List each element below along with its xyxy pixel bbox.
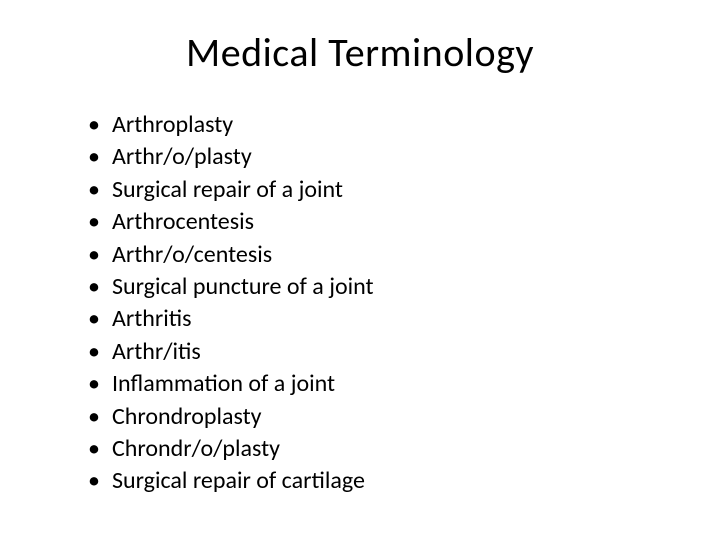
- slide-container: Medical Terminology Arthroplasty Arthr/o…: [0, 0, 720, 540]
- list-item: Arthritis: [88, 303, 660, 335]
- list-item: Surgical puncture of a joint: [88, 271, 660, 303]
- list-item: Inflammation of a joint: [88, 368, 660, 400]
- list-item: Arthroplasty: [88, 109, 660, 141]
- bullet-list: Arthroplasty Arthr/o/plasty Surgical rep…: [60, 109, 660, 498]
- list-item: Arthr/o/centesis: [88, 239, 660, 271]
- list-item: Chrondroplasty: [88, 401, 660, 433]
- list-item: Arthrocentesis: [88, 206, 660, 238]
- slide-title: Medical Terminology: [60, 28, 660, 77]
- list-item: Surgical repair of cartilage: [88, 465, 660, 497]
- list-item: Arthr/itis: [88, 336, 660, 368]
- list-item: Surgical repair of a joint: [88, 174, 660, 206]
- list-item: Chrondr/o/plasty: [88, 433, 660, 465]
- list-item: Arthr/o/plasty: [88, 141, 660, 173]
